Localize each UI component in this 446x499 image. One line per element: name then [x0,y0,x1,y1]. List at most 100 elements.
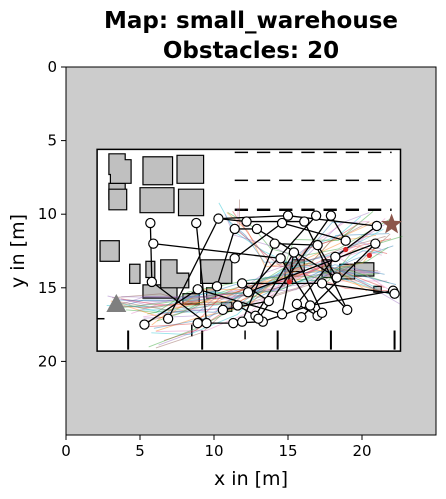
graph-edges [144,215,395,326]
graph-edge [144,288,199,326]
graph-node [192,284,203,295]
graph-node [275,253,286,264]
obstacle-shape [139,187,175,214]
trajectory-line [155,220,377,332]
graph-node [191,217,202,229]
goal-star [381,213,403,234]
obstacle-block [99,240,120,262]
trajectory-line [148,211,374,348]
graph-edge [321,282,395,295]
graph-node [145,217,156,229]
graph-edge [241,282,270,302]
graph-edge [151,281,207,324]
graph-node [201,317,212,329]
graph-node [229,253,240,264]
red-point [366,252,372,259]
graph-node [263,295,274,307]
obstacle-block [129,263,141,284]
graph-node [342,304,353,316]
graph-node [236,316,248,327]
y-tick-label: 15 [38,279,57,297]
x-axis-label: x in [m] [214,468,288,490]
x-tick-label: 20 [352,442,371,460]
obstacle-shape [108,188,128,211]
graph-node [242,287,254,298]
chart-title-line2: Obstacles: 20 [163,38,339,64]
graph-node [370,238,381,249]
graph-edge [281,222,346,242]
graph-edge [234,222,283,259]
start-triangle [106,293,127,312]
graph-edge [247,243,376,293]
graph-node [217,304,229,316]
graph-node [331,272,343,283]
trajectory-line [143,240,382,319]
graph-node [229,223,240,235]
trajectory-line [151,216,362,336]
graph-node [371,220,382,232]
obstacle-block [142,156,174,186]
trajectory-line [116,260,390,309]
graph-node [288,247,300,258]
graph-node [389,288,400,299]
chart-title-line1: Map: small_warehouse [104,8,398,34]
plot-frame [65,66,437,436]
red-point [286,279,293,285]
graph-node [276,309,288,320]
graph-edge [293,252,323,314]
graph-node [316,278,328,289]
graph-nodes [139,210,400,330]
obstacle-block [354,262,375,277]
graph-node [316,307,328,319]
graph-node [253,313,264,324]
red-point [343,246,349,253]
graph-edge [334,225,378,258]
obstacle-block [373,285,382,293]
graph-edge [195,222,208,324]
x-tick-label: 0 [61,442,71,460]
trajectory-line [137,250,383,311]
trajectory-line [156,247,389,322]
trajectory-line [112,270,379,304]
graph-node [148,238,159,249]
graph-node [325,210,337,221]
trajectory-line [163,222,361,341]
trajectory-line [120,262,380,312]
graph-node [330,251,341,263]
graph-node [251,223,263,235]
graph-node [310,210,322,221]
markers [106,213,403,312]
graph-edge [310,290,394,307]
obstacle-shape [108,153,132,184]
graph-edge [153,242,281,260]
graph-edge [254,252,295,317]
graph-node [241,216,252,227]
y-axis-label: y in [m] [7,214,29,288]
axis-ticks: 0 5 10 15 20 0 5 10 15 20 [38,58,372,460]
obstacle-block [145,260,156,279]
graph-edge [149,223,153,282]
y-tick-label: 20 [38,352,57,370]
y-tick-label: 10 [38,205,57,223]
y-tick-label: 0 [47,58,57,76]
graph-node [139,319,150,330]
graph-edge [303,221,348,311]
graph-node [146,276,158,288]
graph-edge [274,242,318,246]
graph-node [291,298,303,310]
graph-edge [218,215,289,220]
y-tick-label: 5 [47,132,57,150]
graph-node [312,239,323,251]
graph-node [232,300,243,311]
graph-edge [222,300,269,311]
graph-node [213,213,224,224]
trajectory-line [232,210,392,267]
x-tick-label: 15 [278,442,297,460]
graph-edge [241,243,276,322]
graph-node [340,235,351,246]
x-tick-label: 10 [204,442,223,460]
graph-node [192,317,203,329]
graph-node [276,217,288,229]
trajectory-line [112,264,399,313]
